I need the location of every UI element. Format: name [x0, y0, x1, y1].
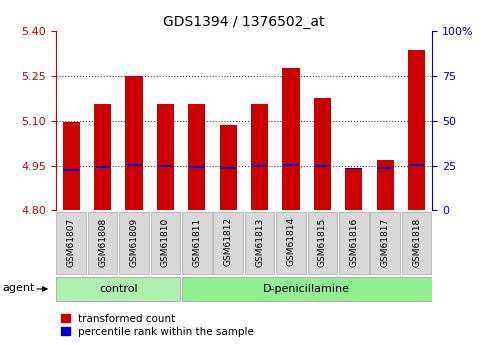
Bar	[63, 169, 79, 171]
Bar	[409, 164, 425, 166]
Text: GSM61818: GSM61818	[412, 217, 421, 267]
FancyBboxPatch shape	[402, 213, 431, 274]
Text: GSM61810: GSM61810	[161, 217, 170, 267]
Text: GSM61808: GSM61808	[98, 217, 107, 267]
Text: GSM61812: GSM61812	[224, 217, 233, 266]
Text: GSM61814: GSM61814	[286, 217, 296, 266]
Bar	[95, 167, 111, 168]
FancyBboxPatch shape	[182, 277, 432, 300]
Bar	[251, 104, 268, 210]
FancyBboxPatch shape	[88, 213, 117, 274]
FancyBboxPatch shape	[370, 213, 400, 274]
Bar	[345, 168, 362, 210]
Text: GSM61813: GSM61813	[255, 217, 264, 267]
Bar	[126, 77, 142, 210]
Bar	[220, 167, 236, 169]
Bar	[377, 160, 394, 210]
Bar	[220, 125, 237, 210]
FancyBboxPatch shape	[213, 213, 243, 274]
Bar	[126, 164, 142, 166]
FancyBboxPatch shape	[308, 213, 337, 274]
Legend: transformed count, percentile rank within the sample: transformed count, percentile rank withi…	[61, 314, 255, 337]
FancyBboxPatch shape	[276, 213, 306, 274]
Text: control: control	[99, 284, 138, 294]
Bar	[283, 68, 299, 210]
FancyBboxPatch shape	[119, 213, 149, 274]
Text: GSM61807: GSM61807	[67, 217, 76, 267]
Text: GSM61809: GSM61809	[129, 217, 139, 267]
Bar	[188, 104, 205, 210]
Bar	[314, 98, 331, 210]
Bar	[377, 167, 393, 169]
FancyBboxPatch shape	[151, 213, 180, 274]
Text: agent: agent	[3, 283, 35, 293]
Text: D-penicillamine: D-penicillamine	[263, 284, 350, 294]
Bar	[157, 165, 173, 167]
FancyBboxPatch shape	[339, 213, 369, 274]
Bar	[408, 50, 425, 210]
Text: GSM61815: GSM61815	[318, 217, 327, 267]
FancyBboxPatch shape	[182, 213, 212, 274]
FancyBboxPatch shape	[57, 213, 86, 274]
Bar	[314, 165, 330, 167]
Bar	[63, 122, 80, 210]
FancyBboxPatch shape	[245, 213, 274, 274]
Bar	[189, 166, 205, 168]
Bar	[94, 104, 111, 210]
Title: GDS1394 / 1376502_at: GDS1394 / 1376502_at	[163, 14, 325, 29]
Text: GSM61817: GSM61817	[381, 217, 390, 267]
Text: GSM61816: GSM61816	[349, 217, 358, 267]
Text: GSM61811: GSM61811	[192, 217, 201, 267]
Bar	[283, 164, 299, 166]
Bar	[346, 168, 362, 169]
FancyBboxPatch shape	[56, 277, 181, 300]
Bar	[252, 165, 268, 167]
Bar	[157, 104, 174, 210]
